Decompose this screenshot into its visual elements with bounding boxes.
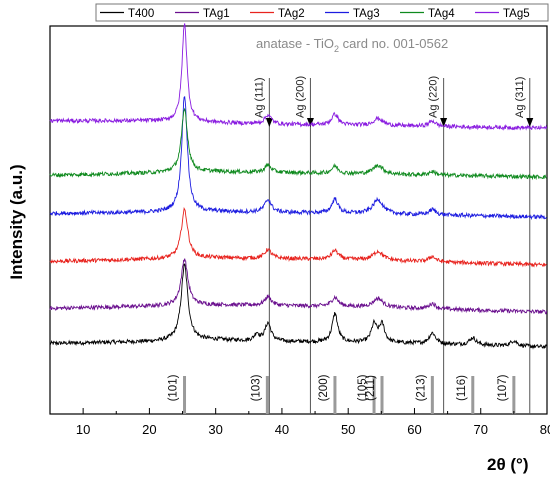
legend-label: T400 bbox=[128, 8, 154, 20]
ag-markers: Ag (111) Ag (200) Ag (220) Ag (311) bbox=[253, 76, 534, 414]
reference-peak-label: (103) bbox=[250, 374, 262, 401]
x-tick-label: 30 bbox=[208, 422, 222, 437]
legend-box bbox=[95, 3, 549, 22]
x-tick-label: 70 bbox=[473, 422, 487, 437]
x-tick-label: 60 bbox=[407, 422, 421, 437]
ag-marker-arrow bbox=[526, 118, 534, 127]
legend-label: TAg5 bbox=[503, 8, 530, 20]
legend-label: TAg2 bbox=[278, 8, 305, 20]
reference-peak-label: (107) bbox=[497, 374, 509, 401]
ag-marker-arrow bbox=[265, 118, 273, 127]
reference-peak-label: (211) bbox=[365, 375, 377, 401]
reference-peak-label: (213) bbox=[415, 374, 427, 401]
x-tick-label: 80 bbox=[540, 422, 550, 437]
series-line-tag5 bbox=[49, 23, 548, 131]
reference-peak-label: (105) bbox=[357, 374, 369, 401]
ag-marker-arrow bbox=[440, 118, 448, 127]
series-line-tag1 bbox=[49, 258, 548, 315]
ag-marker-label: Ag (311) bbox=[514, 77, 526, 118]
x-tick-label: 10 bbox=[76, 422, 90, 437]
reference-peak-label: (200) bbox=[318, 374, 330, 401]
legend-label: TAg1 bbox=[203, 8, 230, 20]
legend-label: TAg4 bbox=[428, 8, 455, 20]
ag-marker-label: Ag (220) bbox=[428, 76, 440, 118]
reference-card-label: anatase - TiO2 card no. 001-0562 bbox=[256, 36, 448, 54]
reference-labels: (101) (103) (200) (105)(211) (213) (116) (107) bbox=[168, 374, 509, 401]
x-tick-label: 40 bbox=[275, 422, 289, 437]
x-axis-label: 2θ (°) bbox=[487, 455, 529, 474]
y-axis-label: Intensity (a.u.) bbox=[7, 164, 26, 279]
series-line-tag3 bbox=[49, 96, 547, 221]
series-line-tag4 bbox=[49, 107, 548, 181]
series-lines bbox=[49, 23, 548, 350]
ag-marker-label: Ag (111) bbox=[253, 77, 265, 118]
reference-peak-label: (101) bbox=[168, 374, 180, 401]
reference-peak-label: (116) bbox=[456, 375, 468, 401]
series-line-t400 bbox=[49, 263, 548, 350]
legend-label: TAg3 bbox=[353, 8, 380, 20]
ag-marker-label: Ag (200) bbox=[294, 76, 306, 118]
legend: T400 TAg1 TAg2 TAg3 TAg4 TAg5 bbox=[95, 3, 549, 22]
series-line-tag2 bbox=[49, 206, 547, 268]
plot-frame bbox=[49, 25, 548, 415]
ag-marker-arrow bbox=[306, 118, 314, 127]
x-axis: 10 20 30 40 50 60 70 80 bbox=[49, 408, 550, 437]
x-tick-label: 20 bbox=[142, 422, 156, 437]
x-tick-label: 50 bbox=[341, 422, 355, 437]
reference-lines bbox=[183, 376, 516, 414]
